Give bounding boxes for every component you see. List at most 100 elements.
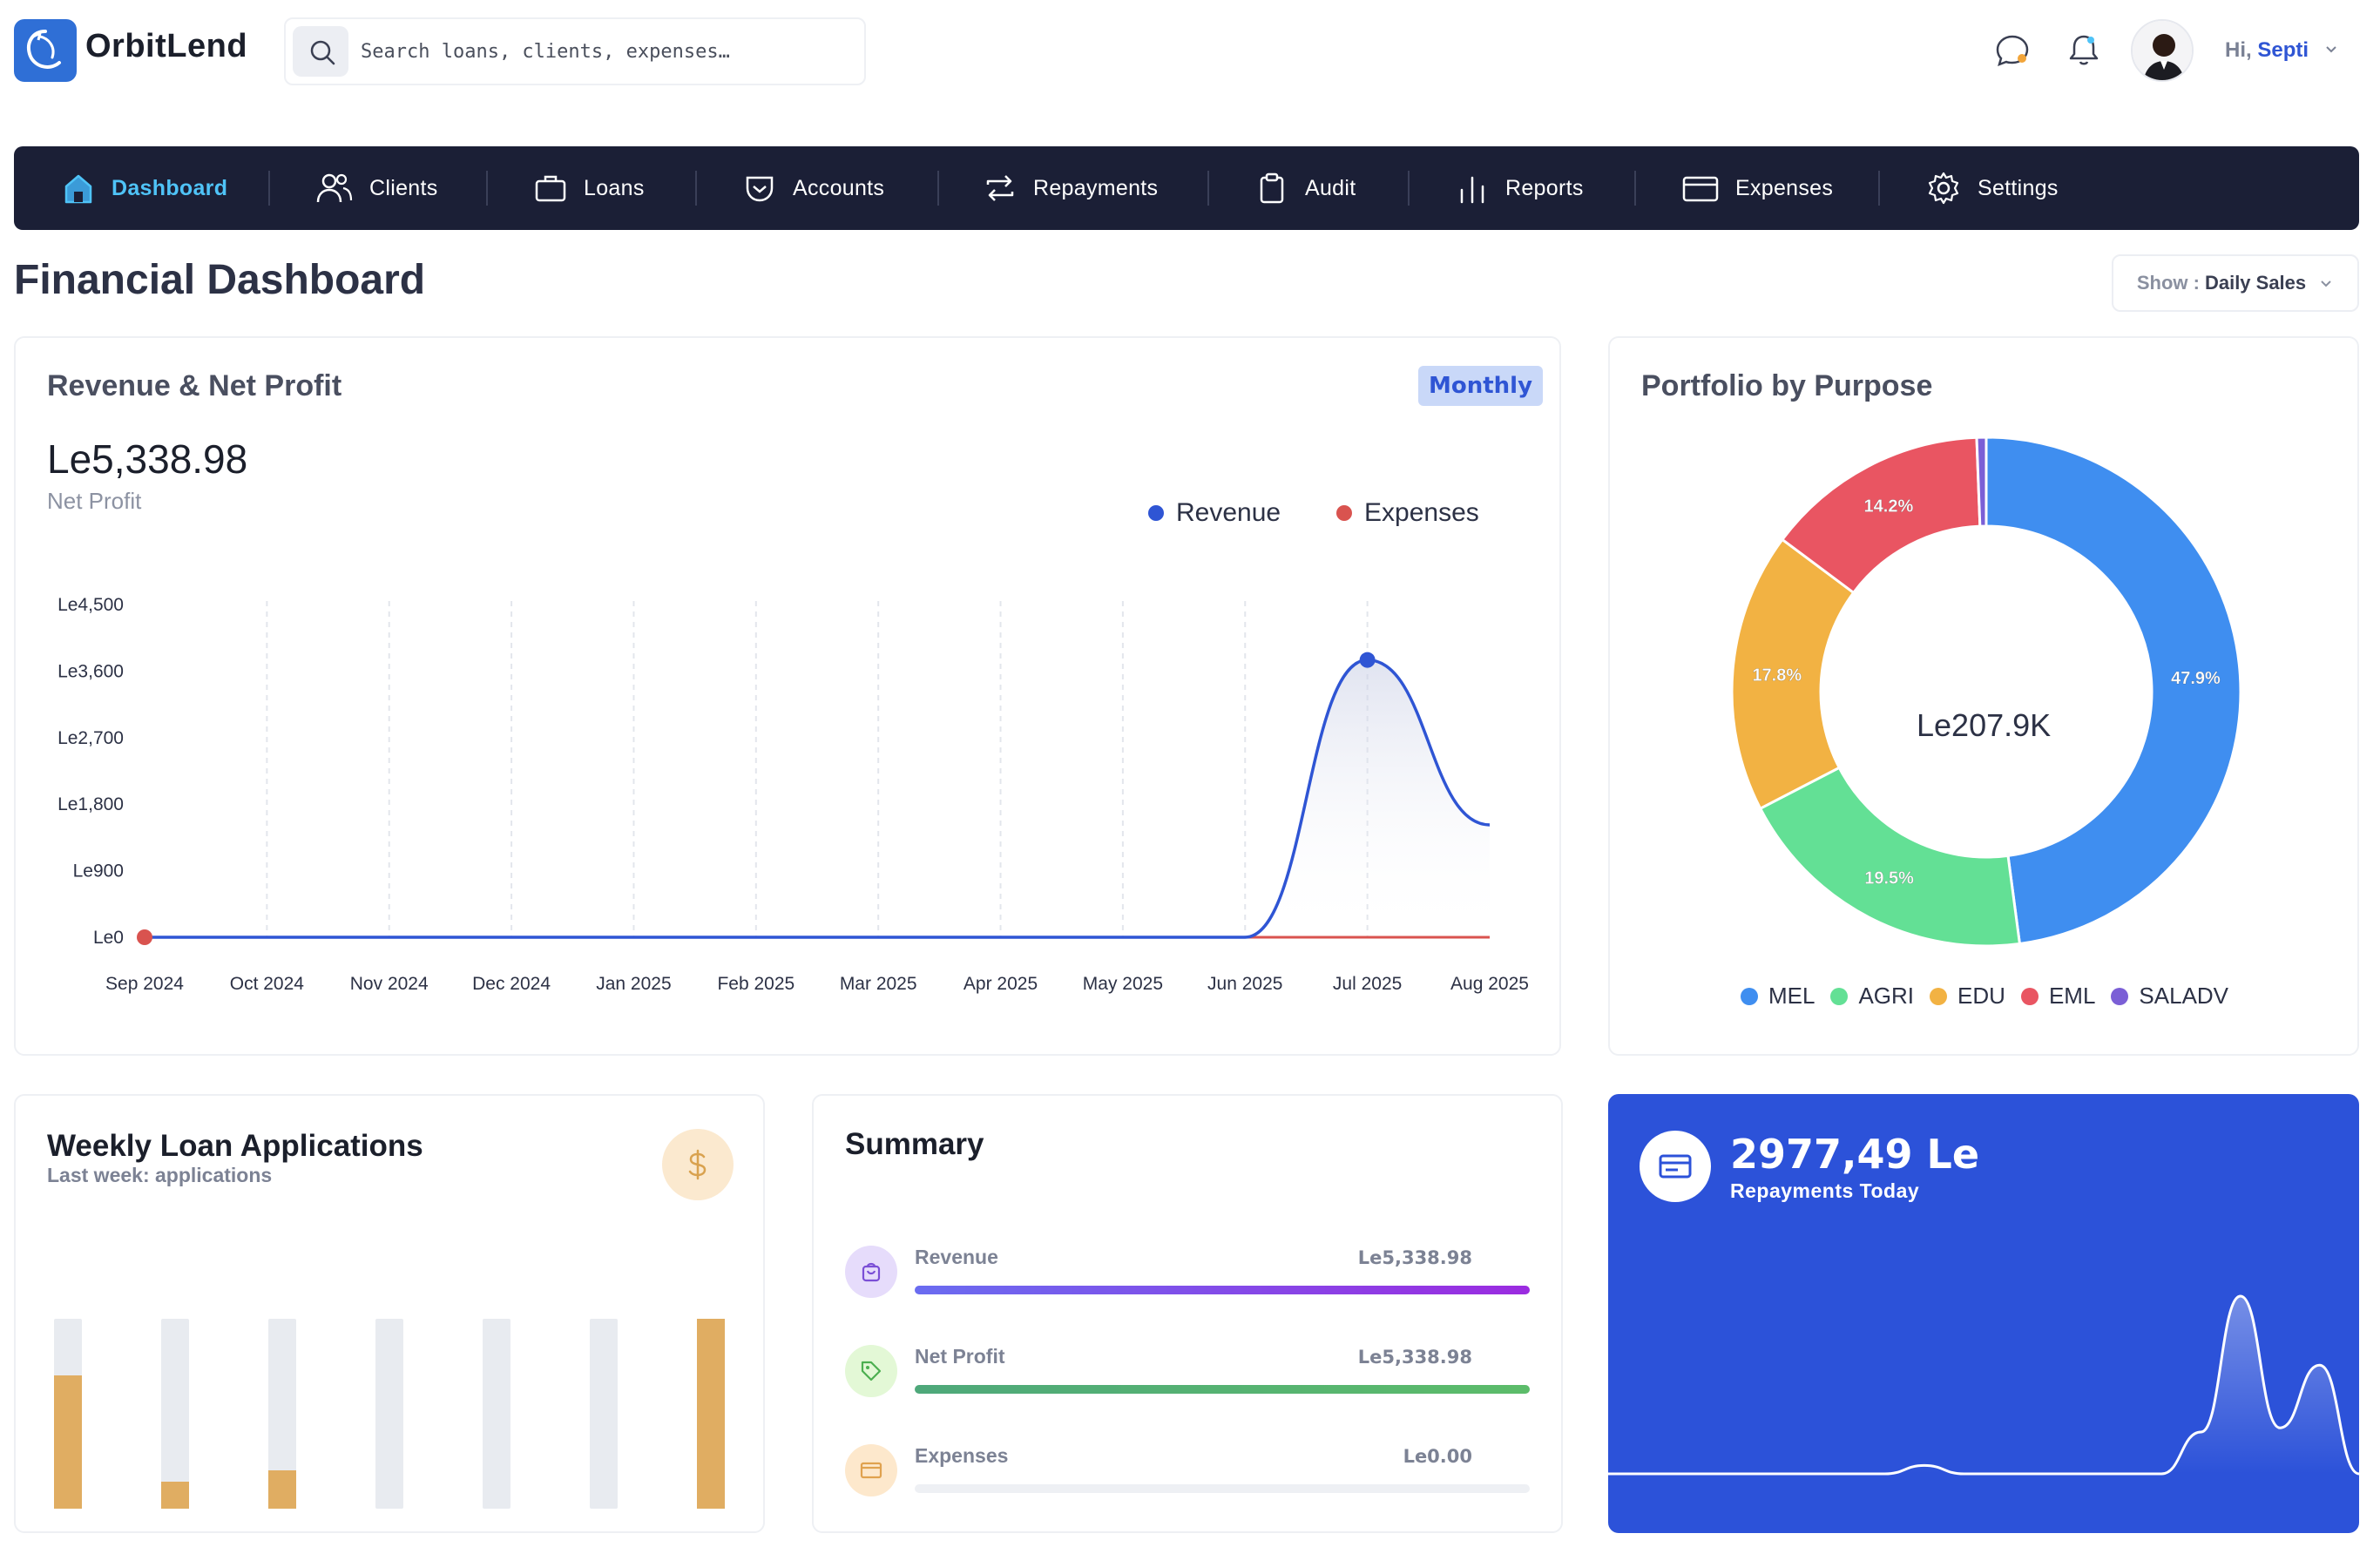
summary-net-profit-value: Le5,338.98 bbox=[1357, 1347, 1472, 1368]
weekly-card-subtitle: Last week: applications bbox=[47, 1164, 273, 1186]
legend-revenue[interactable]: Revenue bbox=[1148, 498, 1281, 528]
show-filter-label: Show : bbox=[2136, 272, 2200, 294]
summary-revenue-value: Le5,338.98 bbox=[1357, 1247, 1472, 1268]
page-title: Financial Dashboard bbox=[14, 257, 426, 303]
repayments-today-value: 2977,49 Le bbox=[1730, 1131, 1980, 1178]
legend-label: AGRI bbox=[1858, 983, 1915, 1009]
nav-label: Accounts bbox=[793, 175, 885, 200]
donut-label: 14.2% bbox=[1864, 497, 1914, 517]
nav-item-reports[interactable]: Reports bbox=[1455, 146, 1584, 230]
expenses-point bbox=[137, 929, 152, 945]
revenue-area bbox=[1245, 659, 1490, 937]
nav-label: Reports bbox=[1505, 175, 1584, 200]
gear-icon bbox=[1928, 172, 1959, 205]
revenue-point bbox=[1359, 652, 1376, 668]
net-profit-value: Le5,338.98 bbox=[47, 436, 248, 482]
nav-item-loans[interactable]: Loans bbox=[533, 146, 645, 230]
summary-card: Summary Revenue Le5,338.98 Net Profit Le… bbox=[812, 1094, 1563, 1533]
legend-expenses-label: Expenses bbox=[1364, 498, 1479, 527]
revenue-line-chart: Le0 Le900 Le1,800 Le2,700 Le3,600 Le4,500 Sep … bbox=[57, 595, 1529, 994]
show-filter-dropdown[interactable]: Show : Daily Sales bbox=[2112, 254, 2359, 312]
portfolio-card: Portfolio by Purpose 47.9% 19.5% 17.8% 14.2… bbox=[1608, 336, 2359, 1056]
legend-item-agri[interactable]: AGRI bbox=[1830, 983, 1914, 1010]
summary-expenses-bar bbox=[915, 1484, 1530, 1493]
user-greeting[interactable]: Hi, Septi bbox=[2225, 38, 2309, 63]
legend-swatch bbox=[2020, 987, 2039, 1005]
legend-label: EDU bbox=[1957, 983, 2005, 1009]
legend-item-mel[interactable]: MEL bbox=[1741, 983, 1815, 1010]
wallet-icon bbox=[746, 176, 774, 202]
x-tick-label: Sep 2024 bbox=[105, 974, 184, 994]
summary-expenses-value: Le0.00 bbox=[1403, 1446, 1472, 1467]
legend-item-saladv[interactable]: SALADV bbox=[2111, 983, 2228, 1010]
chevron-down-icon bbox=[2321, 280, 2331, 287]
search-input[interactable] bbox=[361, 19, 849, 84]
weekly-bar-track bbox=[590, 1319, 618, 1509]
nav-item-accounts[interactable]: Accounts bbox=[742, 146, 884, 230]
nav-item-repayments[interactable]: Repayments bbox=[983, 146, 1158, 230]
y-tick-label: Le900 bbox=[73, 861, 124, 882]
repeat-icon bbox=[986, 175, 1014, 201]
nav-label: Clients bbox=[369, 175, 438, 200]
summary-net-profit-label: Net Profit bbox=[915, 1345, 1005, 1368]
app-name: OrbitLend bbox=[85, 28, 248, 64]
revenue-line bbox=[144, 658, 1491, 939]
x-tick-label: Mar 2025 bbox=[840, 974, 917, 994]
x-tick-label: Feb 2025 bbox=[717, 974, 794, 994]
shopping-bag-icon bbox=[845, 1246, 897, 1298]
repayments-line bbox=[1608, 1294, 2359, 1476]
credit-card-icon bbox=[1640, 1131, 1711, 1202]
weekly-bar-track bbox=[483, 1319, 510, 1509]
weekly-bar bbox=[54, 1375, 82, 1509]
summary-expenses-label: Expenses bbox=[915, 1444, 1009, 1467]
y-tick-label: Le0 bbox=[93, 928, 124, 948]
legend-revenue-label: Revenue bbox=[1176, 498, 1281, 527]
search-bar[interactable] bbox=[284, 17, 866, 85]
nav-item-expenses[interactable]: Expenses bbox=[1681, 146, 1833, 230]
legend-item-eml[interactable]: EML bbox=[2020, 983, 2095, 1010]
dollar-icon bbox=[662, 1129, 734, 1200]
weekly-bar bbox=[161, 1482, 189, 1509]
nav-label: Audit bbox=[1305, 175, 1356, 200]
x-tick-label: Jan 2025 bbox=[596, 974, 671, 994]
legend-swatch bbox=[2111, 987, 2129, 1005]
weekly-bar bbox=[697, 1319, 725, 1509]
x-tick-label: Jul 2025 bbox=[1333, 974, 1402, 994]
nav-label: Loans bbox=[584, 175, 645, 200]
legend-label: SALADV bbox=[2139, 983, 2229, 1009]
home-icon bbox=[64, 174, 92, 204]
legend-item-edu[interactable]: EDU bbox=[1930, 983, 2005, 1010]
revenue-card-title: Revenue & Net Profit bbox=[47, 369, 342, 402]
chat-icon[interactable] bbox=[1990, 28, 2035, 73]
weekly-bar-track bbox=[54, 1319, 82, 1509]
summary-card-title: Summary bbox=[845, 1127, 984, 1161]
y-tick-label: Le3,600 bbox=[57, 661, 124, 681]
greeting-text: Hi, bbox=[2225, 38, 2252, 62]
repayments-area bbox=[1608, 1296, 2359, 1474]
bell-icon[interactable] bbox=[2061, 28, 2106, 73]
donut-slice-saladv bbox=[1975, 436, 1988, 528]
nav-item-clients[interactable]: Clients bbox=[315, 146, 438, 230]
legend-expenses[interactable]: Expenses bbox=[1336, 498, 1479, 528]
nav-item-dashboard[interactable]: Dashboard bbox=[61, 146, 227, 230]
search-icon[interactable] bbox=[293, 26, 348, 77]
donut-label: 19.5% bbox=[1864, 869, 1914, 888]
users-icon bbox=[316, 173, 353, 203]
avatar[interactable] bbox=[2131, 19, 2194, 82]
repayments-sparkline bbox=[1608, 1294, 2359, 1476]
main-nav: Dashboard Clients Loans Accounts Repay bbox=[14, 146, 2359, 230]
period-toggle[interactable]: Monthly bbox=[1418, 366, 1544, 406]
legend-swatch bbox=[1741, 987, 1758, 1005]
chevron-down-icon[interactable] bbox=[2323, 40, 2340, 62]
repayments-today-label: Repayments Today bbox=[1730, 1179, 1920, 1202]
credit-card-icon bbox=[845, 1444, 897, 1496]
x-tick-label: Oct 2024 bbox=[230, 974, 305, 994]
weekly-bar-track bbox=[697, 1319, 725, 1509]
x-tick-label: May 2025 bbox=[1083, 974, 1163, 994]
y-tick-label: Le4,500 bbox=[57, 595, 124, 615]
nav-item-settings[interactable]: Settings bbox=[1925, 146, 2059, 230]
x-tick-label: Jun 2025 bbox=[1207, 974, 1282, 994]
nav-item-audit[interactable]: Audit bbox=[1254, 146, 1356, 230]
summary-revenue-bar bbox=[915, 1286, 1530, 1294]
donut-label: 47.9% bbox=[2171, 669, 2221, 688]
